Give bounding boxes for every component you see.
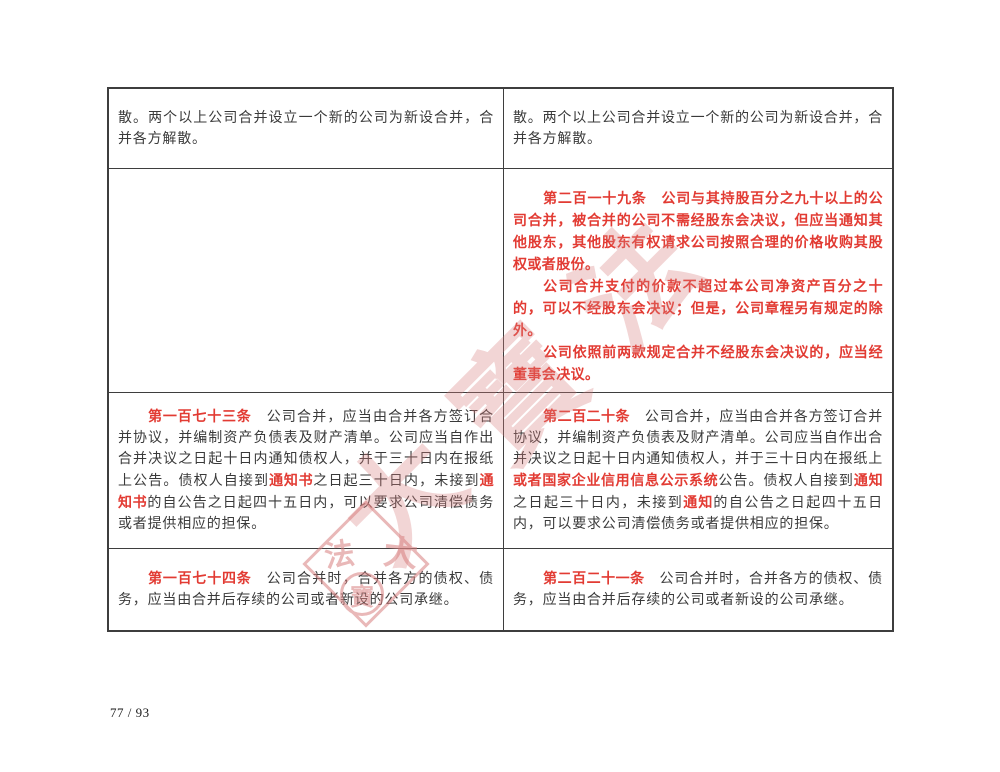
table-cell-right: 第二百二十一条 公司合并时，合并各方的债权、债务，应当由合并后存续的公司或者新设… [503,548,892,630]
highlighted-text: 第一百七十三条 [148,408,252,424]
highlighted-text: 公司合并支付的价款不超过本公司净资产百分之十的，可以不经股东会决议；但是，公司章… [513,278,883,338]
comparison-table: 散。两个以上公司合并设立一个新的公司为新设合并，合并各方解散。 散。两个以上公司合… [107,87,894,632]
table-cell-right: 第二百二十条 公司合并，应当由合并各方签订合并协议，并编制资产负债表及财产清单。… [503,392,892,548]
law-paragraph: 第二百二十条 公司合并，应当由合并各方签订合并协议，并编制资产负债表及财产清单。… [513,406,883,535]
law-paragraph: 散。两个以上公司合并设立一个新的公司为新设合并，合并各方解散。 [513,108,883,150]
body-text: 之日起三十日内，未接到 [513,496,684,511]
body-text: 之日起三十日内，未接到 [313,474,480,489]
body-text: 公司合并时，合并各方的债权、债务，应当由合并后存续的公司或者新设的公司承继。 [513,572,883,608]
body-text: 散。两个以上公司合并设立一个新的公司为新设合并，合并各方解散。 [118,111,494,147]
highlighted-text: 通知 [853,472,883,488]
highlighted-text: 通知书 [269,472,314,488]
highlighted-text: 第二百一十九条 [543,190,647,206]
highlighted-text: 或者国家企业信用信息公示系统 [513,472,719,488]
body-text: 散。两个以上公司合并设立一个新的公司为新设合并，合并各方解散。 [513,111,883,147]
page-number: 77 / 93 [110,705,150,720]
law-paragraph: 第一百七十四条 公司合并时，合并各方的债权、债务，应当由合并后存续的公司或者新设… [118,568,494,611]
body-text: 的自公告之日起四十五日内，可以要求公司清偿债务或者提供相应的担保。 [513,496,883,532]
table-cell-left: 第一百七十四条 公司合并时，合并各方的债权、债务，应当由合并后存续的公司或者新设… [109,548,503,630]
highlighted-text: 通知 [683,494,714,510]
body-text: 公告。债权人自接到 [718,474,854,489]
law-paragraph: 第二百二十一条 公司合并时，合并各方的债权、债务，应当由合并后存续的公司或者新设… [513,568,883,611]
law-paragraph: 散。两个以上公司合并设立一个新的公司为新设合并，合并各方解散。 [118,108,494,150]
body-text: 公司合并时，合并各方的债权、债务，应当由合并后存续的公司或者新设的公司承继。 [118,572,494,608]
body-text: 公司合并，应当由合并各方签订合并协议，并编制资产负债表及财产清单。公司应当自作出… [118,410,494,489]
table-cell-right: 第二百一十九条 公司与其持股百分之九十以上的公司合并，被合并的公司不需经股东会决… [503,168,892,392]
highlighted-text: 第二百二十一条 [543,570,645,586]
highlighted-text: 第一百七十四条 [148,570,252,586]
highlighted-text: 第二百二十条 [543,408,631,424]
law-paragraph: 公司合并支付的价款不超过本公司净资产百分之十的，可以不经股东会决议；但是，公司章… [513,276,883,342]
highlighted-text: 公司与其持股百分之九十以上的公司合并，被合并的公司不需经股东会决议，但应当通知其… [513,190,883,272]
table-cell-left [109,168,503,392]
table-cell-left: 散。两个以上公司合并设立一个新的公司为新设合并，合并各方解散。 [109,89,503,168]
body-text: 公司合并，应当由合并各方签订合并协议，并编制资产负债表及财产清单。公司应当自作出… [513,410,883,467]
table-cell-right: 散。两个以上公司合并设立一个新的公司为新设合并，合并各方解散。 [503,89,892,168]
law-paragraph: 第一百七十三条 公司合并，应当由合并各方签订合并协议，并编制资产负债表及财产清单… [118,406,494,535]
table-cell-left: 第一百七十三条 公司合并，应当由合并各方签订合并协议，并编制资产负债表及财产清单… [109,392,503,548]
body-text: 的自公告之日起四十五日内，可以要求公司清偿债务或者提供相应的担保。 [118,496,494,532]
highlighted-text: 公司依照前两款规定合并不经股东会决议的，应当经董事会决议。 [513,344,883,382]
highlighted-text: 通知书 [118,472,495,510]
law-paragraph: 第二百一十九条 公司与其持股百分之九十以上的公司合并，被合并的公司不需经股东会决… [513,188,883,276]
law-paragraph: 公司依照前两款规定合并不经股东会决议的，应当经董事会决议。 [513,342,883,386]
